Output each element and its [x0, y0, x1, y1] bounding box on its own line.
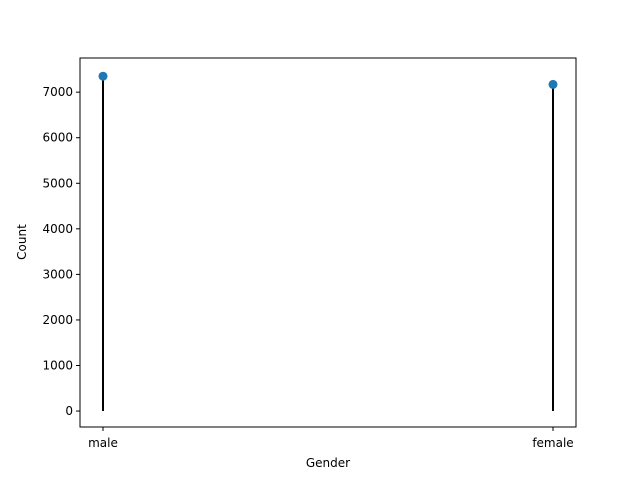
x-tick-label: female: [532, 436, 573, 450]
stems: [102, 76, 554, 412]
y-tick-label: 0: [65, 404, 73, 418]
plot-frame: [79, 57, 577, 428]
y-tick-label: 3000: [42, 267, 73, 281]
y-axis-ticks: 0 1000 2000 3000 4000 5000 6000 7000: [42, 85, 80, 418]
y-tick-label: 6000: [42, 131, 73, 145]
y-tick-label: 2000: [42, 313, 73, 327]
x-axis-ticks: male female: [88, 427, 574, 450]
x-axis-label: Gender: [306, 456, 350, 470]
y-tick-label: 1000: [42, 359, 73, 373]
y-axis-label: Count: [15, 224, 29, 260]
plot-area: [80, 58, 576, 427]
y-tick-label: 7000: [42, 85, 73, 99]
y-tick-label: 4000: [42, 222, 73, 236]
y-tick-label: 5000: [42, 176, 73, 190]
x-tick-label: male: [88, 436, 118, 450]
markers: [98, 71, 558, 89]
marker-male: [98, 71, 108, 81]
marker-female: [548, 79, 558, 89]
